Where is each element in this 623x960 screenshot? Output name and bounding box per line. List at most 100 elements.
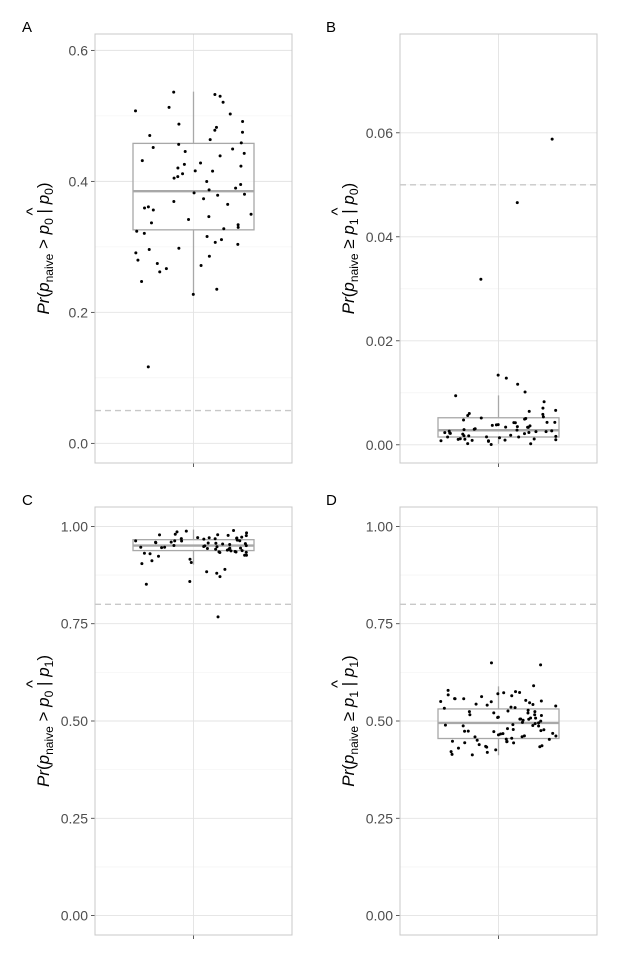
data-point bbox=[160, 546, 164, 550]
data-point bbox=[442, 706, 446, 710]
data-point bbox=[526, 425, 530, 429]
data-point bbox=[485, 703, 489, 707]
y-tick-label: 0.50 bbox=[61, 713, 88, 729]
y-tick-label: 0.00 bbox=[366, 908, 393, 924]
data-point bbox=[542, 400, 546, 404]
data-point bbox=[510, 694, 514, 698]
data-point bbox=[241, 119, 245, 123]
label-p: p bbox=[34, 282, 53, 292]
data-point bbox=[144, 582, 148, 586]
y-tick-label: 0.00 bbox=[366, 437, 393, 453]
data-point bbox=[177, 122, 181, 126]
data-point bbox=[214, 541, 218, 545]
data-point bbox=[213, 240, 217, 244]
label-p: p bbox=[339, 755, 358, 765]
data-point bbox=[463, 729, 467, 733]
data-point bbox=[146, 205, 150, 209]
data-point bbox=[192, 191, 196, 195]
data-point bbox=[479, 277, 483, 281]
data-point bbox=[450, 739, 454, 743]
data-point bbox=[468, 713, 472, 717]
label-relation: > bbox=[34, 234, 53, 253]
data-point bbox=[249, 212, 253, 216]
data-point bbox=[448, 431, 452, 435]
data-point bbox=[199, 161, 203, 165]
y-tick-label: 0.75 bbox=[61, 616, 88, 632]
data-point bbox=[213, 128, 217, 132]
y-tick-label: 0.2 bbox=[69, 304, 89, 320]
data-point bbox=[206, 541, 210, 545]
y-tick-label: 0.00 bbox=[61, 908, 88, 924]
data-point bbox=[163, 545, 167, 549]
data-point bbox=[529, 442, 533, 446]
data-point bbox=[449, 750, 453, 754]
data-point bbox=[226, 202, 230, 206]
label-paren: ( bbox=[34, 764, 53, 770]
data-point bbox=[221, 100, 225, 104]
y-tick-label: 0.0 bbox=[69, 435, 89, 451]
data-point bbox=[446, 435, 450, 439]
data-point bbox=[466, 729, 470, 733]
data-point bbox=[466, 413, 470, 417]
data-point bbox=[214, 547, 218, 551]
data-point bbox=[184, 529, 188, 533]
data-point bbox=[205, 179, 209, 183]
data-point bbox=[531, 702, 535, 706]
label-pr: Pr bbox=[34, 769, 53, 787]
data-point bbox=[513, 421, 517, 425]
data-point bbox=[514, 690, 518, 694]
data-point bbox=[470, 438, 474, 442]
data-point bbox=[512, 741, 516, 745]
data-point bbox=[553, 420, 557, 424]
data-point bbox=[196, 536, 200, 540]
data-point bbox=[173, 532, 177, 536]
label-bar: | bbox=[339, 677, 358, 691]
data-point bbox=[489, 661, 493, 665]
data-point bbox=[172, 90, 176, 94]
data-point bbox=[238, 539, 242, 543]
y-tick-label: 0.50 bbox=[366, 713, 393, 729]
label-pr: Pr bbox=[339, 296, 358, 314]
data-point bbox=[510, 736, 514, 740]
data-point bbox=[509, 705, 513, 709]
label-p3-sub: 1 bbox=[347, 661, 361, 668]
data-point bbox=[511, 727, 515, 731]
data-point bbox=[199, 264, 203, 268]
data-point bbox=[188, 580, 192, 584]
data-point bbox=[216, 193, 220, 197]
panel-a: A0.00.20.40.6Pr(pnaive > p0 | p0)^ bbox=[22, 19, 293, 467]
data-point bbox=[504, 425, 508, 429]
data-point bbox=[551, 731, 555, 735]
data-point bbox=[205, 547, 209, 551]
data-point bbox=[494, 748, 498, 752]
data-point bbox=[214, 125, 218, 129]
data-point bbox=[187, 218, 191, 222]
data-point bbox=[183, 149, 187, 153]
data-point bbox=[156, 554, 160, 558]
data-point bbox=[518, 717, 522, 721]
data-point bbox=[239, 546, 243, 550]
label-p2: p bbox=[339, 225, 358, 235]
y-axis-label: Pr(pnaive ≥ p1 | p0) bbox=[339, 183, 361, 314]
data-point bbox=[177, 246, 181, 250]
data-point bbox=[207, 254, 211, 258]
data-point bbox=[490, 423, 494, 427]
label-p3: p bbox=[339, 668, 358, 678]
data-point bbox=[474, 702, 478, 706]
data-point bbox=[542, 728, 546, 732]
data-point bbox=[158, 533, 162, 537]
data-point bbox=[176, 175, 180, 179]
panel-border bbox=[94, 33, 293, 464]
data-point bbox=[503, 438, 507, 442]
data-point bbox=[554, 434, 558, 438]
data-point bbox=[207, 215, 211, 219]
data-point bbox=[134, 109, 138, 113]
data-point bbox=[462, 697, 466, 701]
data-point bbox=[550, 429, 554, 433]
data-point bbox=[496, 715, 500, 719]
y-tick-label: 1.00 bbox=[366, 518, 393, 534]
label-p2-sub: 0 bbox=[42, 690, 56, 697]
